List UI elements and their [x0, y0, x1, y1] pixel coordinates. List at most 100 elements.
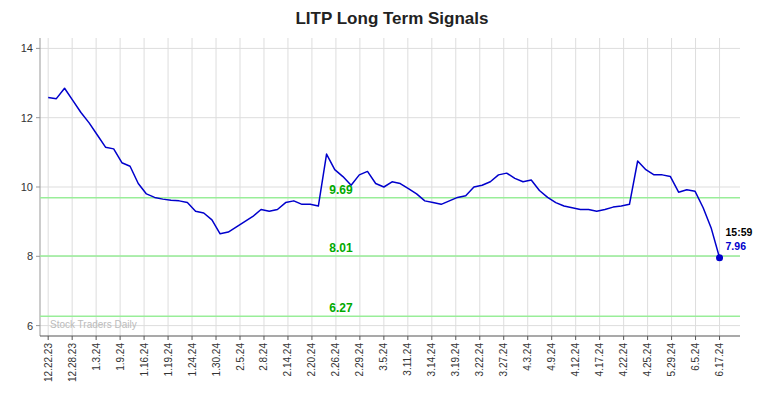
axes: 6 8 10 12 14 12.22.23 12.28.23 1.3.24 1.9.24 1.16…: [21, 38, 740, 382]
grid-line-x: [599, 38, 600, 336]
chart: LITP Long Term Signals6810121412.22.2312…: [0, 0, 784, 398]
grid-line-x: [695, 38, 696, 336]
y-tick-label: 10: [21, 181, 33, 193]
x-tick-label: 3.14.24: [426, 343, 437, 377]
grid-line-x: [96, 38, 97, 336]
grid-line-x: [719, 38, 720, 336]
grid-line-x: [575, 38, 576, 336]
x-tick: [527, 336, 528, 340]
y-tick: [36, 256, 40, 257]
y-tick: [36, 187, 40, 188]
grid-line-y: [40, 48, 740, 49]
x-tick: [383, 336, 384, 340]
x-tick-label: 1.16.24: [139, 343, 150, 377]
x-tick: [48, 336, 49, 340]
x-tick-label: 2.29.24: [354, 343, 365, 377]
y-tick-label: 12: [21, 112, 33, 124]
grid-line-x: [311, 38, 312, 336]
signal-line: [40, 315, 740, 317]
x-tick: [407, 336, 408, 340]
x-tick: [120, 336, 121, 340]
x-tick: [575, 336, 576, 340]
x-tick-label: 1.24.24: [187, 343, 198, 377]
grid-line-x: [503, 38, 504, 336]
grid-line-x: [479, 38, 480, 336]
x-tick-label: 3.19.24: [450, 343, 461, 377]
x-tick-label: 6.17.24: [714, 343, 725, 377]
y-tick: [36, 48, 40, 49]
grid-line-x: [192, 38, 193, 336]
x-tick: [216, 336, 217, 340]
x-tick-label: 6.5.24: [690, 343, 701, 371]
signal-line: [40, 255, 740, 257]
grid-line-x: [287, 38, 288, 336]
x-tick: [263, 336, 264, 340]
plot-area: [40, 88, 740, 316]
y-tick-label: 8: [27, 250, 33, 262]
grid-line-x: [359, 38, 360, 336]
x-tick-label: 4.12.24: [570, 343, 581, 377]
x-tick: [192, 336, 193, 340]
x-tick: [671, 336, 672, 340]
x-tick: [144, 336, 145, 340]
x-tick-label: 4.3.24: [522, 343, 533, 371]
grid-line-x: [623, 38, 624, 336]
x-tick-label: 3.11.24: [402, 343, 413, 376]
grid-line-x: [72, 38, 73, 336]
last-point-annotation: 7.96: [726, 240, 747, 252]
grid-line-x: [527, 38, 528, 336]
x-tick-label: 1.9.24: [115, 343, 126, 371]
signal-label: 6.27: [329, 301, 353, 315]
x-tick: [359, 336, 360, 340]
x-tick-label: 3.5.24: [378, 343, 389, 371]
x-tick-label: 1.3.24: [91, 343, 102, 371]
grid-line-x: [168, 38, 169, 336]
y-tick: [36, 117, 40, 118]
x-tick: [168, 336, 169, 340]
x-tick: [599, 336, 600, 340]
x-tick-label: 4.22.24: [618, 343, 629, 377]
watermark: Stock Traders Daily: [50, 319, 137, 330]
price-line: [48, 88, 719, 257]
x-tick-label: 2.8.24: [258, 343, 269, 371]
x-tick-label: 4.25.24: [642, 343, 653, 377]
grid-line-x: [551, 38, 552, 336]
x-tick: [455, 336, 456, 340]
x-tick: [431, 336, 432, 340]
signal-line: [40, 197, 740, 199]
grid-line-x: [48, 38, 49, 336]
x-axis-line: [40, 335, 740, 336]
x-tick-label: 3.27.24: [498, 343, 509, 377]
y-tick-label: 6: [27, 320, 33, 332]
y-tick-label: 14: [21, 42, 33, 54]
grid-line-x: [240, 38, 241, 336]
grid-line-y: [40, 117, 740, 118]
grid-line-x: [144, 38, 145, 336]
x-tick-label: 12.22.23: [43, 343, 54, 382]
y-tick: [36, 325, 40, 326]
grid-line-x: [431, 38, 432, 336]
grid-line-x: [216, 38, 217, 336]
x-tick: [551, 336, 552, 340]
x-tick-label: 4.17.24: [594, 343, 605, 377]
x-tick-label: 5.29.24: [666, 343, 677, 377]
x-tick: [623, 336, 624, 340]
grid-line-x: [455, 38, 456, 336]
x-tick: [647, 336, 648, 340]
x-tick: [695, 336, 696, 340]
grid-line-y: [40, 187, 740, 188]
x-tick-label: 3.22.24: [474, 343, 485, 377]
signal-label: 8.01: [329, 241, 353, 255]
grid-line-y: [40, 256, 740, 257]
grid-line-x: [647, 38, 648, 336]
x-tick: [311, 336, 312, 340]
x-tick: [287, 336, 288, 340]
grid-line-x: [120, 38, 121, 336]
x-tick-label: 12.28.23: [67, 343, 78, 382]
x-tick: [719, 336, 720, 340]
x-tick-label: 2.14.24: [282, 343, 293, 377]
background: [0, 0, 784, 398]
x-tick: [240, 336, 241, 340]
grid-line-x: [671, 38, 672, 336]
x-tick: [72, 336, 73, 340]
